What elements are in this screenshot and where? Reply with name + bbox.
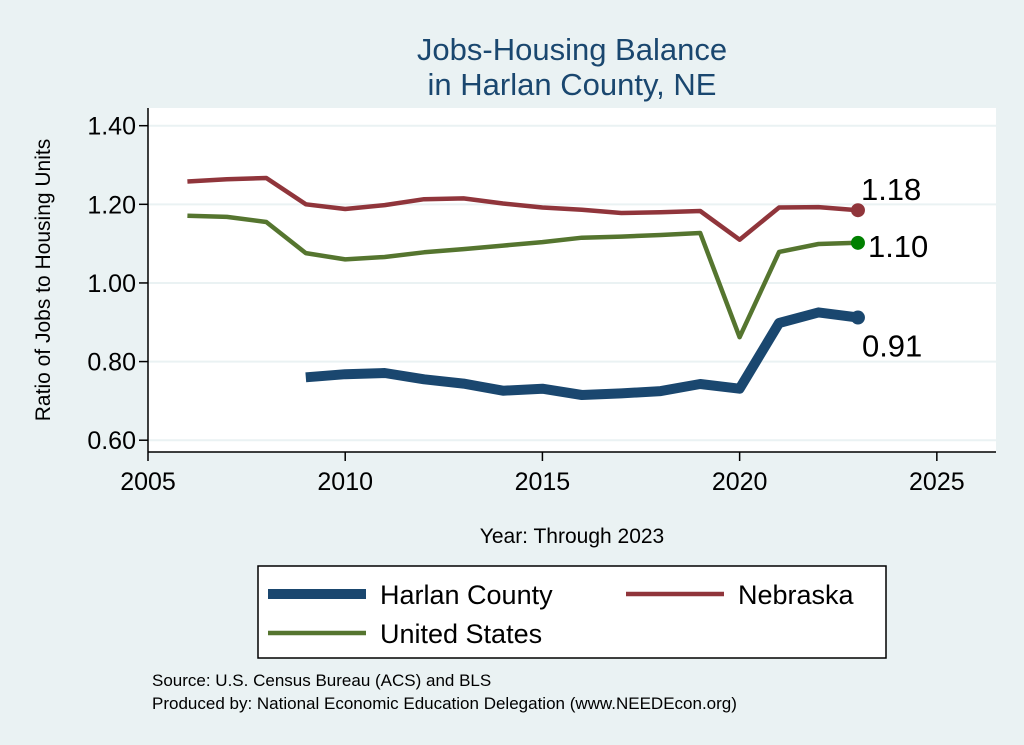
end-marker-united-states — [850, 235, 865, 250]
series-group: 0.91 1.18 1.10 — [187, 172, 928, 400]
end-label-united-states: 1.10 — [868, 229, 928, 264]
chart-title-line-1: Jobs-Housing Balance — [417, 32, 727, 67]
legend-label-united-states: United States — [380, 619, 542, 649]
x-tick-label-4: 2025 — [909, 468, 965, 496]
end-label-nebraska: 1.18 — [861, 172, 921, 207]
y-tick-label-4: 1.40 — [87, 113, 136, 141]
series-line-united-states — [187, 213, 859, 340]
y-tick-label-1: 0.80 — [87, 349, 136, 377]
y-axis-ticks: 0.60 0.80 1.00 1.20 1.40 — [87, 113, 148, 455]
y-tick-label-2: 1.00 — [87, 270, 136, 298]
y-axis-title: Ratio of Jobs to Housing Units — [32, 139, 55, 421]
x-axis-ticks: 2005 2010 2015 2020 2025 — [120, 452, 965, 496]
producer-note: Produced by: National Economic Education… — [152, 694, 737, 713]
end-label-harlan-county: 0.91 — [862, 329, 922, 364]
y-tick-label-0: 0.60 — [87, 427, 136, 455]
legend-label-harlan-county: Harlan County — [380, 580, 553, 610]
legend-box — [257, 565, 887, 659]
series-line-harlan-county — [305, 307, 859, 400]
end-marker-harlan-county — [850, 310, 865, 325]
legend-label-nebraska: Nebraska — [738, 580, 855, 610]
y-tick-label-3: 1.20 — [87, 191, 136, 219]
source-note: Source: U.S. Census Bureau (ACS) and BLS — [152, 671, 491, 690]
x-tick-label-1: 2010 — [317, 468, 373, 496]
x-tick-label-0: 2005 — [120, 468, 176, 496]
series-line-nebraska — [187, 175, 859, 242]
x-axis-title: Year: Through 2023 — [480, 525, 665, 548]
x-tick-label-3: 2020 — [712, 468, 768, 496]
plot-area — [148, 108, 996, 452]
x-tick-label-2: 2015 — [515, 468, 571, 496]
end-marker-nebraska — [850, 203, 865, 218]
chart-title-line-2: in Harlan County, NE — [428, 67, 717, 102]
